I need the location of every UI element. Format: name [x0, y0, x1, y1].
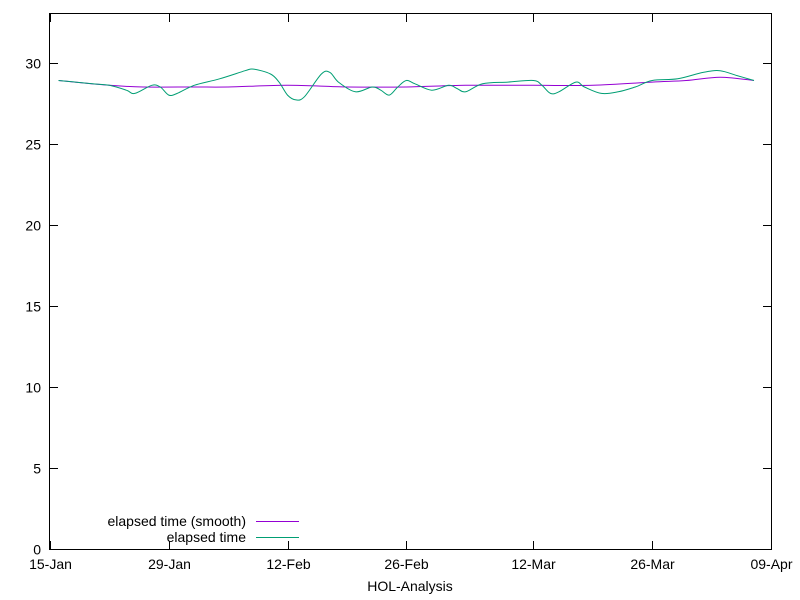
- y-tick-label: 0: [33, 542, 41, 558]
- y-tick-label: 15: [25, 299, 41, 315]
- x-tick-label: 12-Mar: [511, 556, 556, 572]
- series-line-elapsed-time-smooth: [58, 76, 755, 88]
- y-tick-label: 10: [25, 380, 41, 396]
- plot-frame: [49, 13, 772, 550]
- y-tick-label: 20: [25, 218, 41, 234]
- x-tick-label: 12-Feb: [266, 556, 311, 572]
- y-axis-ticks: 0 5 10 15 20 25 30: [25, 56, 771, 558]
- x-tick-label: 26-Feb: [384, 556, 429, 572]
- x-tick-label: 26-Mar: [630, 556, 675, 572]
- legend-label: elapsed time: [167, 529, 247, 545]
- x-tick-label: 15-Jan: [29, 556, 72, 572]
- series-line-elapsed-time: [58, 68, 755, 101]
- legend-label: elapsed time (smooth): [107, 513, 246, 529]
- y-tick-label: 30: [25, 56, 41, 72]
- x-axis-title: HOL-Analysis: [367, 578, 453, 594]
- y-tick-label: 5: [33, 461, 41, 477]
- y-tick-label: 25: [25, 137, 41, 153]
- x-tick-label: 09-Apr: [750, 556, 792, 572]
- x-axis-ticks: 15-Jan 29-Jan 12-Feb 26-Feb 12-Mar 26-Mar 09-A…: [29, 14, 793, 572]
- legend: elapsed time (smooth)elapsed time: [107, 513, 299, 545]
- x-tick-label: 29-Jan: [148, 556, 191, 572]
- series-lines: [58, 68, 755, 101]
